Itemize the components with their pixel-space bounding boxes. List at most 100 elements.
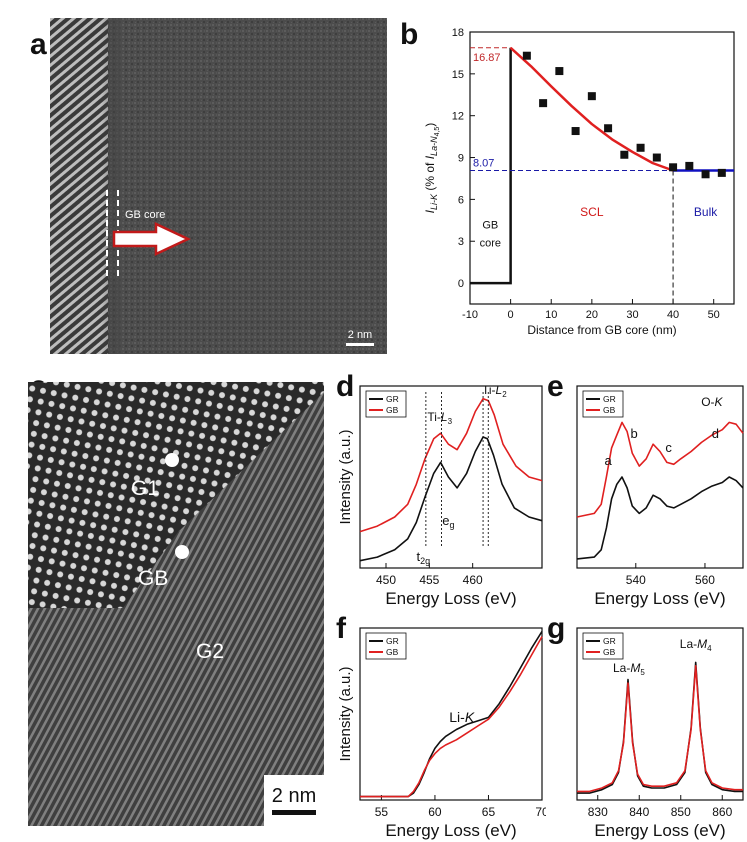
data-point-b bbox=[522, 51, 531, 60]
scale-bar-c-box bbox=[264, 775, 324, 826]
x-tick-label-b: 40 bbox=[667, 309, 679, 321]
series-line-d-gb bbox=[359, 397, 543, 533]
series-line-e-gr bbox=[576, 476, 744, 560]
peak-label-eg: eg bbox=[442, 513, 454, 530]
series-line-f-gb bbox=[360, 636, 543, 798]
data-point-b bbox=[669, 163, 678, 172]
y-axis-label-b: ILi-K (% of ILa-N4,5) bbox=[423, 123, 441, 214]
ref-value-8-07: 8.07 bbox=[473, 158, 494, 170]
x-tick-label-b: 50 bbox=[708, 309, 720, 321]
x-tick-label-d: 460 bbox=[463, 573, 483, 587]
x-tick-label-e: 560 bbox=[695, 573, 715, 587]
scale-bar-a bbox=[346, 343, 374, 346]
chart-d: 450 455 460 Energy Loss (eV) Intensity (a.u.… bbox=[337, 383, 543, 608]
y-tick-label-b: 3 bbox=[458, 236, 464, 248]
data-point-b bbox=[685, 161, 694, 170]
legend-box-g bbox=[582, 632, 624, 660]
x-tick-label-g: 840 bbox=[629, 805, 649, 819]
panel-label-g: g bbox=[547, 612, 566, 645]
data-point-b bbox=[555, 67, 564, 76]
x-axis-label-g: Energy Loss (eV) bbox=[594, 821, 725, 840]
x-axis-label-d: Energy Loss (eV) bbox=[385, 589, 516, 608]
region-label-core: core bbox=[480, 238, 501, 250]
gb-core-label: GB core bbox=[125, 209, 165, 221]
peak-label-t2g: t2g bbox=[416, 549, 430, 566]
data-point-b bbox=[620, 150, 629, 159]
data-point-b bbox=[717, 168, 726, 177]
chart-b: -10 0 10 20 30 40 50 0 3 6 9 12 15 18 16.87 8.07 GB core S… bbox=[423, 27, 735, 337]
plot-frame-d bbox=[359, 385, 543, 569]
x-tick-label-b: 30 bbox=[626, 309, 638, 321]
x-tick-label-g: 830 bbox=[588, 805, 608, 819]
legend-label-e: GB bbox=[603, 405, 616, 415]
label-g1: G1 bbox=[131, 477, 159, 500]
direction-arrow bbox=[112, 222, 191, 256]
legend-label-g: GR bbox=[603, 636, 616, 646]
data-point-b bbox=[587, 92, 596, 101]
x-tick-label-e: 540 bbox=[626, 573, 646, 587]
panel-label-b: b bbox=[400, 18, 419, 51]
peak-label-ti-l3: Ti-L3 bbox=[427, 410, 452, 426]
x-tick-label-d: 455 bbox=[419, 573, 439, 587]
legend-box-e bbox=[582, 390, 624, 418]
data-point-b bbox=[636, 143, 645, 152]
x-tick-label-b: 0 bbox=[508, 309, 514, 321]
legend-label-d: GR bbox=[386, 394, 399, 404]
peak-label-la-m5: La-M5 bbox=[613, 661, 645, 677]
plot-frame-f bbox=[359, 627, 543, 801]
series-line-g-gb bbox=[577, 664, 743, 793]
x-axis-label-f: Energy Loss (eV) bbox=[385, 821, 516, 840]
data-point-b bbox=[652, 153, 661, 162]
legend-label-f: GB bbox=[386, 647, 399, 657]
y-tick-label-b: 0 bbox=[458, 278, 464, 290]
x-axis-label-b: Distance from GB core (nm) bbox=[527, 323, 676, 337]
y-tick-label-b: 15 bbox=[452, 69, 464, 81]
ref-value-16-87: 16.87 bbox=[473, 52, 501, 64]
plot-frame-b bbox=[469, 31, 735, 305]
legend-label-d: GB bbox=[386, 405, 399, 415]
x-tick-label-b: 20 bbox=[586, 309, 598, 321]
x-tick-label-f: 55 bbox=[375, 805, 389, 819]
data-point-b bbox=[571, 127, 580, 136]
region-label-gb: GB bbox=[482, 220, 498, 232]
series-line-e-gb bbox=[576, 421, 744, 518]
data-point-b bbox=[604, 124, 613, 133]
peak-label-li-k: Li-K bbox=[449, 709, 475, 725]
peak-label-la-m4: La-M4 bbox=[680, 637, 712, 653]
y-tick-label-b: 9 bbox=[458, 153, 464, 165]
series-line-g-gr bbox=[577, 661, 743, 794]
x-tick-label-g: 850 bbox=[671, 805, 691, 819]
fit-curve bbox=[509, 46, 674, 172]
peak-label-o-k: O-K bbox=[701, 395, 723, 409]
scale-bar-c-label: 2 nm bbox=[272, 785, 316, 807]
panel-label-d: d bbox=[336, 370, 355, 403]
y-tick-label-b: 18 bbox=[452, 27, 464, 39]
scale-bar-a-label: 2 nm bbox=[348, 329, 372, 341]
stem-image-c: G1 GB G2 2 nm bbox=[28, 382, 324, 826]
y-tick-label-b: 6 bbox=[458, 194, 464, 206]
y-axis-label-f: Intensity (a.u.) bbox=[337, 666, 354, 761]
gb-step-line bbox=[470, 47, 512, 285]
series-line-d-gr bbox=[359, 436, 543, 562]
tem-image-a: GB core 2 nm bbox=[50, 18, 387, 354]
y-tick-label-b: 12 bbox=[452, 111, 464, 123]
peak-label-ti-l2: Ti-L2 bbox=[482, 383, 507, 399]
data-point-b bbox=[701, 170, 710, 179]
x-tick-label-f: 60 bbox=[428, 805, 442, 819]
peak-label-b: b bbox=[630, 426, 637, 441]
point-g1 bbox=[165, 453, 179, 467]
legend-box-d bbox=[365, 390, 407, 418]
x-tick-label-b: 10 bbox=[545, 309, 557, 321]
x-axis-label-e: Energy Loss (eV) bbox=[594, 589, 725, 608]
legend-label-g: GB bbox=[603, 647, 616, 657]
peak-label-a: a bbox=[605, 453, 613, 468]
label-gb: GB bbox=[138, 567, 168, 590]
legend-box-f bbox=[365, 632, 407, 660]
point-gb bbox=[175, 545, 189, 559]
x-tick-label-g: 860 bbox=[712, 805, 732, 819]
x-tick-label-b: -10 bbox=[462, 309, 478, 321]
plot-frame-e bbox=[576, 385, 744, 569]
legend-label-e: GR bbox=[603, 394, 616, 404]
x-tick-label-f: 70 bbox=[535, 805, 546, 819]
